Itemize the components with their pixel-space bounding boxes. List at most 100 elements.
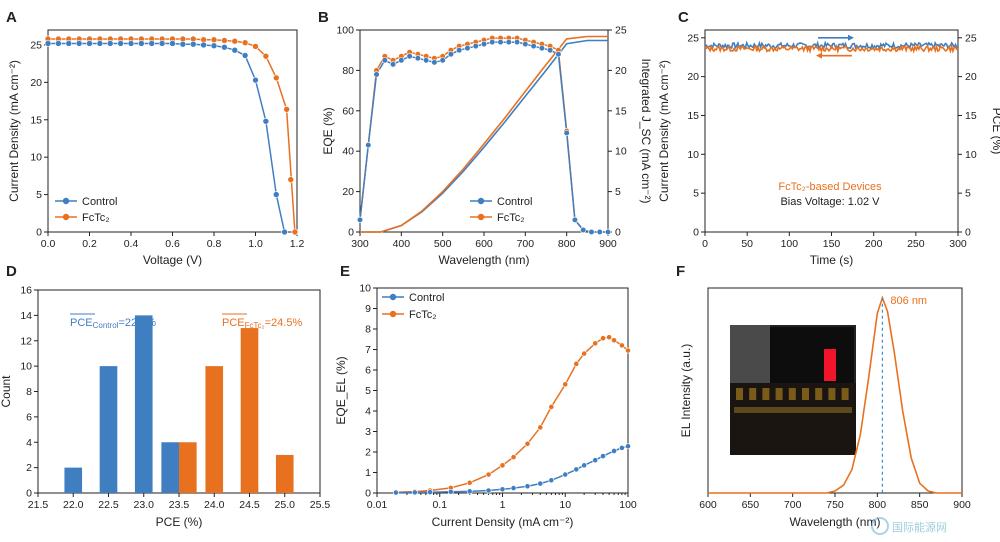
panel-label: D: [6, 263, 17, 280]
control-jv-point: [221, 43, 228, 51]
legend-marker: [389, 310, 397, 318]
x-tick-label: 0.0: [41, 238, 56, 250]
y2-tick-label: 0: [615, 227, 621, 239]
legend-label: FcTc₂: [497, 212, 525, 224]
control-jv-point: [252, 76, 259, 84]
panel-b: 300 400 500 600 700 800 9000204060801000510152…: [318, 9, 653, 267]
panel-label: C: [678, 9, 689, 26]
x-tick-label: 100: [619, 499, 637, 511]
control-eqe-el-point: [447, 488, 454, 495]
y-tick-label: 16: [20, 285, 32, 297]
control-eqe-point: [431, 59, 438, 66]
x-tick-label: 0.01: [367, 499, 388, 511]
control-eqe-point: [373, 71, 380, 78]
red-emission-device: [824, 349, 836, 381]
pce-symbol: PCE: [222, 317, 245, 329]
control-jv-point: [55, 40, 62, 47]
control-eqe-point: [381, 57, 388, 64]
control-eqe-point: [522, 41, 529, 48]
control-eqe-el-curve: [395, 445, 629, 494]
x-tick-label: 900: [599, 238, 617, 250]
control-eqe-point: [497, 39, 504, 46]
control-eqe-point: [588, 228, 595, 236]
x-axis-label: Current Density (mA cm⁻²): [432, 515, 574, 529]
control-eqe-point: [480, 41, 488, 48]
control-jv-point: [241, 52, 249, 59]
x-tick-label: 800: [558, 238, 576, 250]
control-eqe-el-point: [562, 471, 569, 478]
inset-photo-box: [770, 327, 854, 383]
contact-pin: [828, 388, 836, 400]
x-tick-label: 23.5: [169, 499, 190, 511]
control-eqe-point: [530, 43, 537, 50]
y-tick-label: 5: [693, 188, 699, 200]
legend-marker: [389, 293, 397, 301]
inset-photo-wall: [730, 325, 770, 383]
control-jv-point: [86, 40, 93, 47]
y2-tick-label: 15: [615, 105, 627, 117]
contact-pin: [736, 388, 743, 400]
contact-pin: [841, 388, 849, 400]
fctc2-mean-value: =24.5%: [265, 317, 303, 329]
fctc2-bar: [275, 454, 294, 493]
x-tick-label: 250: [907, 238, 925, 250]
fctc2-eqe-el-point: [548, 403, 555, 410]
y-tick-label: 10: [359, 283, 371, 295]
fctc2-jv-point: [241, 39, 249, 47]
legend-label: Control: [409, 292, 444, 304]
control-eqe-point: [596, 228, 603, 236]
x-tick-label: 500: [434, 238, 452, 250]
y-tick-label: 5: [365, 385, 371, 397]
control-eqe-point: [571, 216, 579, 223]
fctc2-eqe-el-point: [562, 381, 569, 388]
control-eqe-point: [563, 129, 570, 137]
x-tick-label: 300: [949, 238, 967, 250]
control-eqe-point: [423, 57, 430, 64]
y-tick-label: 40: [342, 146, 354, 158]
fctc2-eqe-el-point: [611, 337, 617, 344]
fctc2-bar: [240, 328, 259, 493]
x-tick-label: 700: [784, 499, 802, 511]
contact-bar: [734, 407, 852, 413]
control-jv-point: [127, 40, 135, 47]
control-eqe-point: [439, 57, 446, 64]
control-eqe-el-point: [573, 466, 580, 473]
fctc2-eqe-el-point: [524, 440, 531, 447]
y-tick-label: 7: [365, 344, 371, 356]
x-tick-label: 300: [351, 238, 369, 250]
fctc2-eqe-el-point: [510, 454, 517, 461]
left-arrow-icon: [816, 52, 822, 59]
control-eqe-el-point: [524, 483, 531, 490]
control-jv-point: [281, 228, 288, 236]
peak-annotation: 806 nm: [890, 295, 927, 307]
y-tick-label: 12: [20, 335, 32, 347]
y-tick-label: 15: [30, 114, 42, 126]
control-eqe-el-point: [600, 453, 606, 459]
y-tick-label: 14: [20, 310, 32, 322]
fctc2-jv-point: [287, 176, 295, 183]
panel-f: 600 650 700 750 800 850 900 Wavelength (nm) EL I…: [676, 263, 971, 529]
control-eqe-el-point: [510, 485, 517, 491]
x-tick-label: 700: [517, 238, 535, 250]
y2-tick-label: 0: [965, 227, 971, 239]
control-eqe-point: [513, 39, 521, 46]
x-tick-label: 100: [781, 238, 799, 250]
y-tick-label: 1: [365, 467, 371, 479]
control-eqe-point: [555, 51, 562, 58]
x-tick-label: 900: [953, 499, 971, 511]
control-eqe-el-point: [427, 489, 433, 496]
fctc2-eqe-el-point: [573, 360, 580, 367]
fctc2-subscript: FcTc₂: [245, 321, 265, 330]
fctc2-eqe-el-point: [592, 340, 599, 347]
fctc2-jv-point: [221, 37, 228, 44]
fctc2-jv-point: [262, 52, 270, 60]
control-jv-point: [169, 40, 176, 47]
control-eqe-point: [472, 43, 479, 50]
y-tick-label: 0: [26, 488, 32, 500]
x-tick-label: 25.5: [310, 499, 331, 511]
fctc2-jv-point: [252, 43, 259, 50]
control-mean-annotation: PCEControl=22.5%: [70, 317, 156, 330]
y-tick-label: 8: [365, 324, 371, 336]
y-tick-label: 25: [687, 32, 699, 44]
